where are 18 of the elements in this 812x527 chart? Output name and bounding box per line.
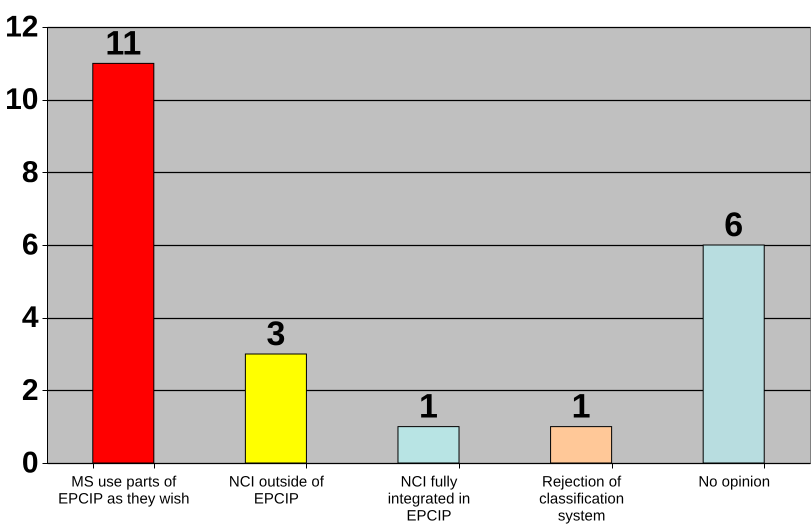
data-label: 1 [572, 388, 591, 426]
data-label: 3 [266, 315, 286, 353]
data-label: 11 [105, 24, 142, 62]
y-tick-label: 8 [22, 156, 38, 189]
x-tick-label: No opinion [698, 474, 770, 490]
y-tick-label: 4 [22, 301, 39, 334]
x-tick-label: MS use parts of EPCIP as they wish [58, 474, 190, 508]
y-tick-label: 10 [5, 83, 38, 116]
data-label: 1 [419, 388, 438, 426]
x-tick-label: NCI outside of EPCIP [228, 474, 325, 508]
x-tick-label: NCI fully integrated in EPCIP [388, 474, 470, 524]
y-tick-label: 0 [22, 446, 38, 480]
y-tick-label: 2 [22, 374, 38, 407]
data-label: 6 [724, 206, 744, 244]
y-tick-label: 12 [5, 10, 38, 44]
y-tick-label: 6 [22, 228, 38, 262]
bar [550, 426, 612, 464]
x-tick-label: Rejection of classification system [539, 474, 624, 524]
